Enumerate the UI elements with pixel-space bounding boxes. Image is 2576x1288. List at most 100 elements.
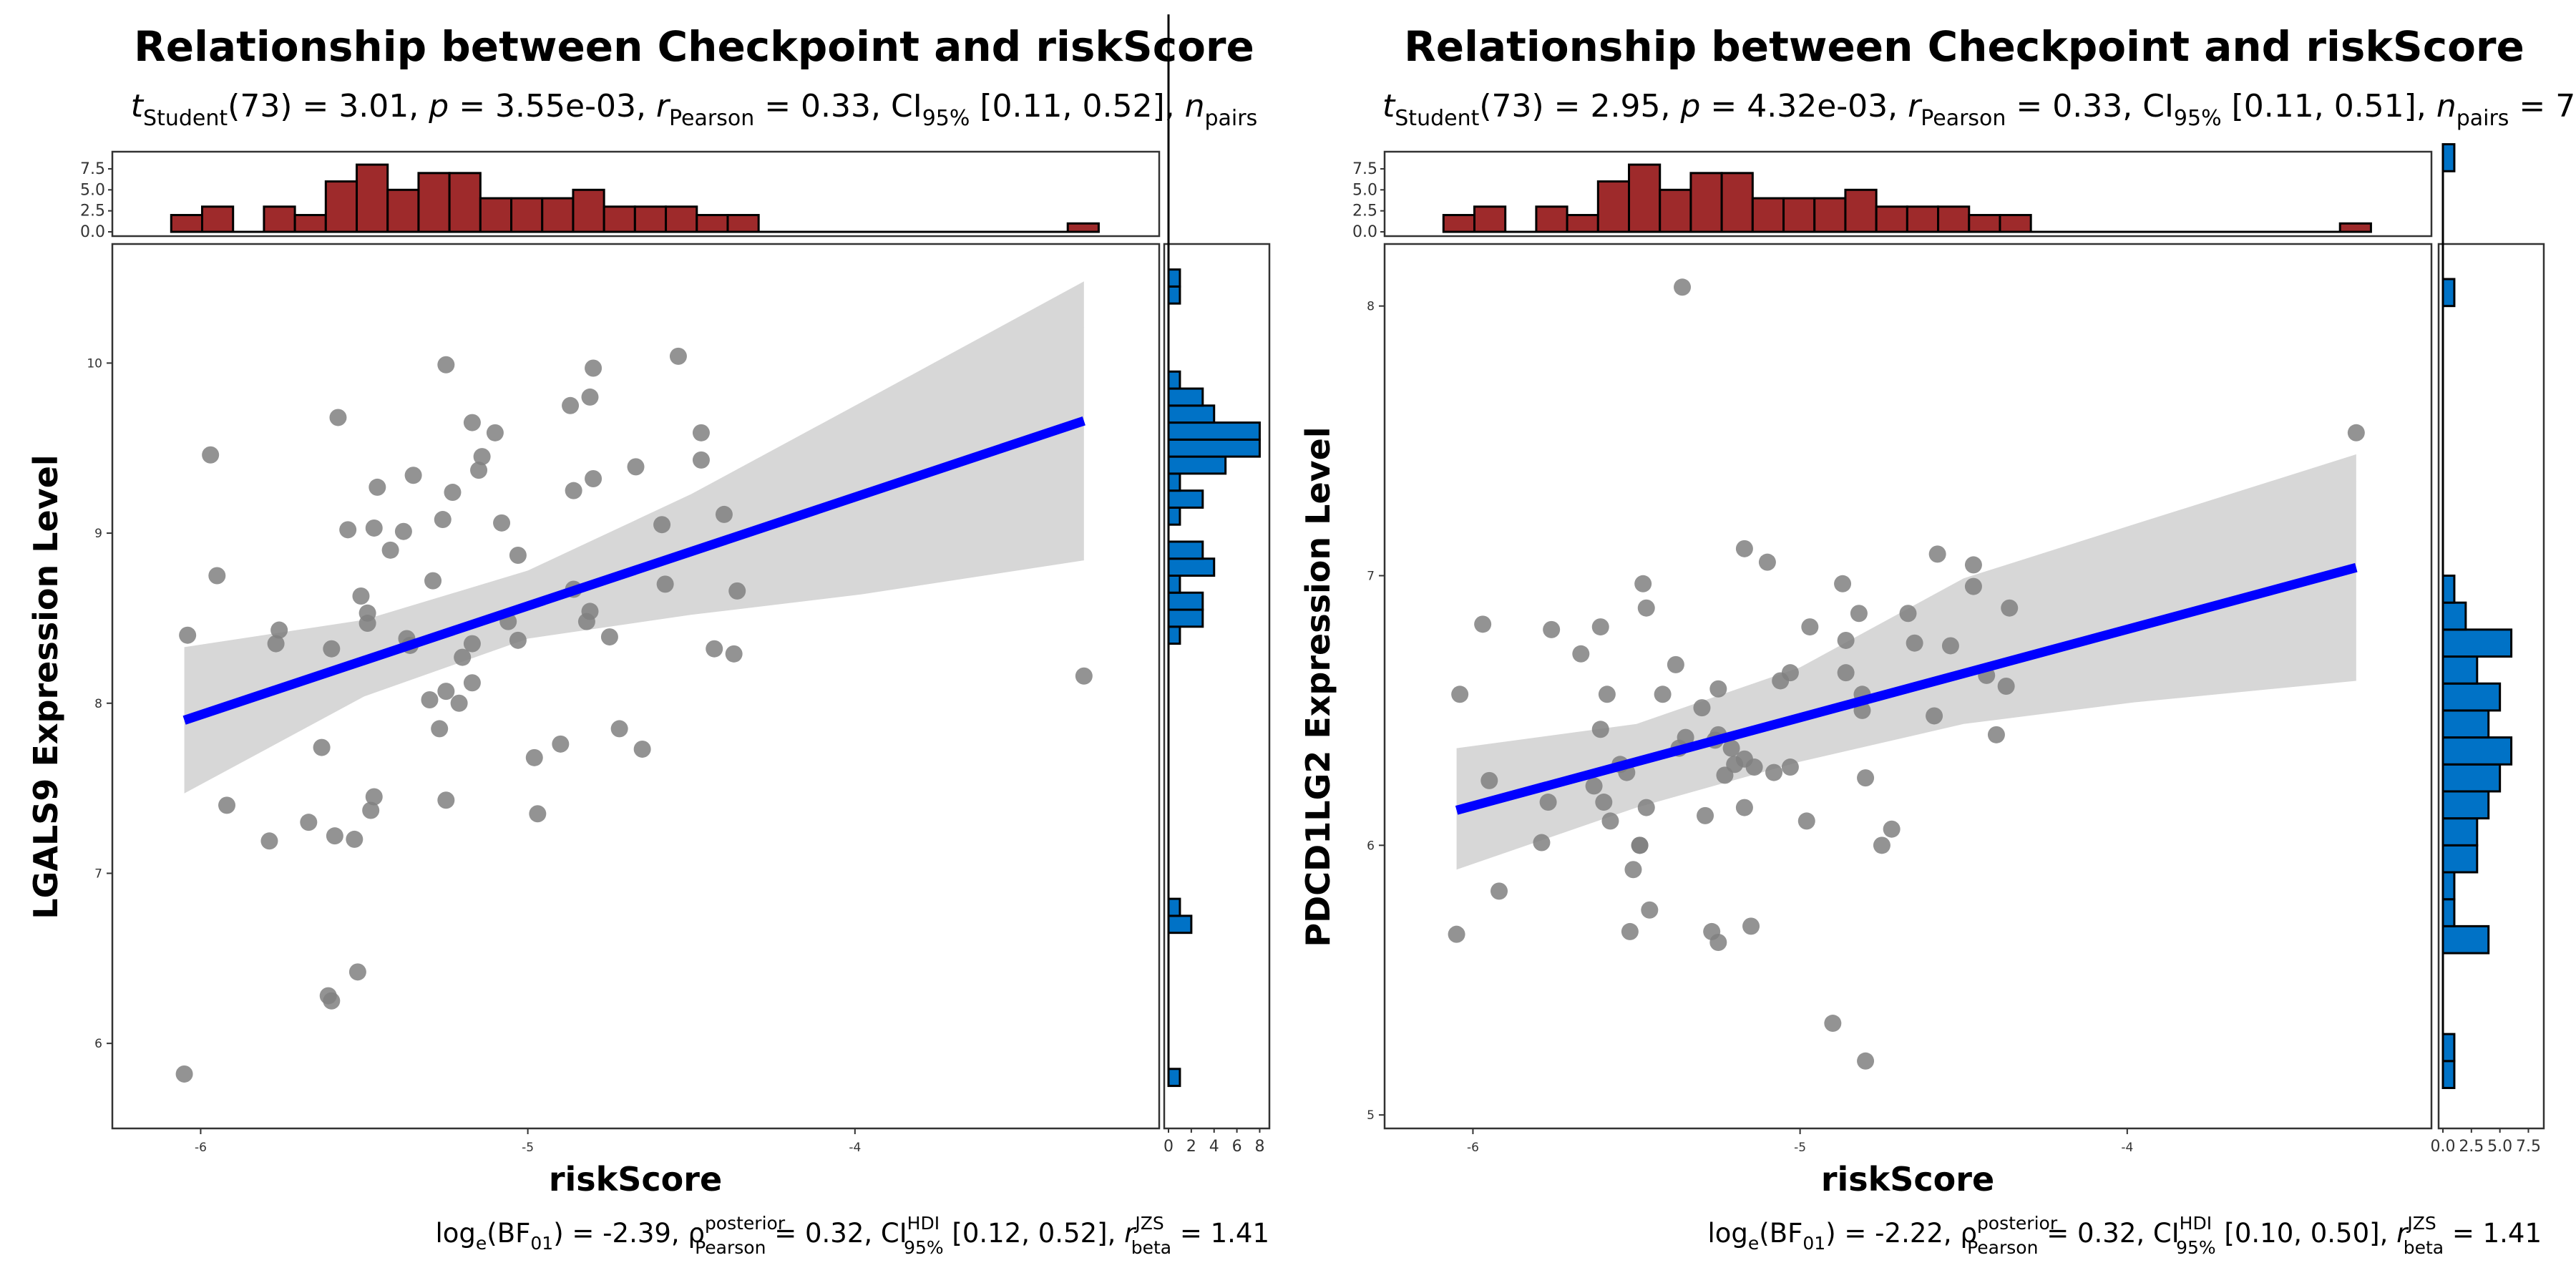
x-histogram-bar <box>293 214 327 233</box>
scatter-point <box>1801 618 1819 636</box>
y-histogram-bar <box>1167 557 1216 577</box>
y-tick-label: 8 <box>94 697 102 711</box>
scatter-point <box>1850 605 1868 623</box>
y-histogram-bar <box>1167 370 1181 390</box>
confidence-band-area <box>184 281 1084 794</box>
scatter-point <box>369 478 386 496</box>
y-histogram-bar <box>1167 285 1181 305</box>
scatter-point <box>362 801 380 819</box>
scatter-point <box>454 648 472 666</box>
x-marginal-tick-label: 0.0 <box>1352 223 1377 241</box>
x-histogram-bar <box>1937 205 1971 233</box>
x-histogram-bar <box>1720 172 1754 233</box>
y-tick-label: 5 <box>1367 1108 1375 1123</box>
panel-pdcd1lg2: Relationship between Checkpoint and risk… <box>1299 22 2576 1258</box>
scatter-point <box>437 791 455 809</box>
x-axis-title: riskScore <box>549 1160 722 1199</box>
scatter-point <box>463 635 481 653</box>
y-histogram-bar <box>1167 506 1181 526</box>
y-histogram-bar <box>1167 914 1193 935</box>
scatter-point <box>1745 758 1763 776</box>
scatter-point <box>1539 794 1557 811</box>
scatter-point <box>358 604 376 622</box>
y-histogram-bar <box>2441 655 2479 685</box>
scatter-point <box>1709 933 1727 951</box>
scatter-point <box>1964 577 1982 595</box>
scatter-point <box>1797 812 1815 830</box>
x-histogram-bar <box>324 180 358 233</box>
x-histogram-bar <box>263 205 296 233</box>
scatter-point <box>381 541 399 559</box>
x-marginal-tick-label: 5.0 <box>1352 181 1377 199</box>
y-tick-label: 6 <box>94 1037 102 1051</box>
scatter-point <box>2347 424 2365 441</box>
y-axis-ticks: 5 6 7 8 <box>1367 300 1385 1123</box>
x-histogram-bar <box>1566 214 1599 233</box>
scatter-point <box>1637 599 1655 617</box>
y-histogram-bar <box>2441 143 2456 172</box>
confidence-band-area <box>1456 454 2356 870</box>
x-histogram-bar <box>1999 214 2032 233</box>
scatter-point <box>715 505 733 523</box>
scatter-point <box>600 628 618 646</box>
scatter-point <box>1601 812 1619 830</box>
x-marginal-axis: 0.0 2.5 5.0 7.5 <box>80 160 112 241</box>
y-histogram-bar <box>1167 387 1204 407</box>
scatter-point <box>424 572 442 590</box>
y-marginal-tick-label: 5.0 <box>2487 1138 2512 1156</box>
y-histogram-bar <box>1167 438 1261 458</box>
y-histogram-bar <box>2441 817 2479 847</box>
x-tick-label: -5 <box>1794 1141 1806 1155</box>
y-tick-label: 8 <box>1367 300 1375 314</box>
scatter-point <box>313 738 331 756</box>
y-histogram-bar <box>2441 601 2467 631</box>
scatter-point <box>1941 637 1959 655</box>
stats-subtitle: tStudent(73) = 2.95, p = 4.32e-03, rPear… <box>1382 88 2576 131</box>
y-tick-label: 10 <box>87 356 102 371</box>
x-marginal-tick-label: 7.5 <box>80 160 105 178</box>
y-tick-label: 6 <box>1367 839 1375 853</box>
scatter-point <box>1906 634 1923 652</box>
x-tick-label: -6 <box>1467 1141 1479 1155</box>
y-histogram-bar <box>2441 871 2456 901</box>
y-histogram-bar <box>2441 575 2456 604</box>
scatter-point <box>2001 599 2019 617</box>
y-marginal-tick-label: 0.0 <box>2431 1138 2456 1156</box>
scatter-point <box>706 640 723 658</box>
y-histogram-bar <box>1167 421 1261 441</box>
scatter-point <box>202 446 220 464</box>
x-histogram-bar <box>572 188 605 233</box>
scatter-point <box>725 645 743 663</box>
scatter-point <box>1667 655 1684 673</box>
x-marginal-tick-label: 2.5 <box>80 203 105 220</box>
x-tick-label: -6 <box>195 1141 207 1155</box>
y-histogram-bar <box>1167 897 1181 917</box>
regression-line-segment <box>1455 562 2358 815</box>
scatter-point <box>323 640 341 658</box>
scatter-point <box>326 827 343 845</box>
scatter-point <box>1928 545 1946 563</box>
x-histogram-bar <box>1751 197 1785 233</box>
y-marginal-tick-label: 6 <box>1232 1138 1242 1156</box>
x-histogram-bar <box>356 163 389 233</box>
x-histogram-bar <box>1628 163 1662 233</box>
x-histogram-bar <box>2338 222 2372 233</box>
x-marginal-histogram <box>170 163 1100 233</box>
scatter-point <box>1451 686 1469 703</box>
x-histogram-bar <box>479 197 513 233</box>
scatter-point <box>509 546 527 564</box>
scatter-point <box>1742 917 1760 935</box>
scatter-point <box>1709 680 1727 698</box>
scatter-point <box>1491 882 1508 900</box>
y-histogram-bar <box>2441 898 2456 927</box>
scatter-point <box>1480 771 1498 789</box>
scatter-point <box>1677 728 1694 746</box>
y-marginal-axis: 0.0 2.5 5.0 7.5 <box>2431 1128 2541 1156</box>
y-histogram-bar <box>1167 268 1181 288</box>
regression-line-segment <box>182 416 1085 725</box>
y-axis-ticks: 6 7 8 9 10 <box>87 356 112 1051</box>
scatter-point <box>1735 540 1753 557</box>
scatter-point <box>1598 686 1616 703</box>
x-histogram-bar <box>633 205 668 233</box>
x-histogram-bar <box>1442 214 1475 233</box>
